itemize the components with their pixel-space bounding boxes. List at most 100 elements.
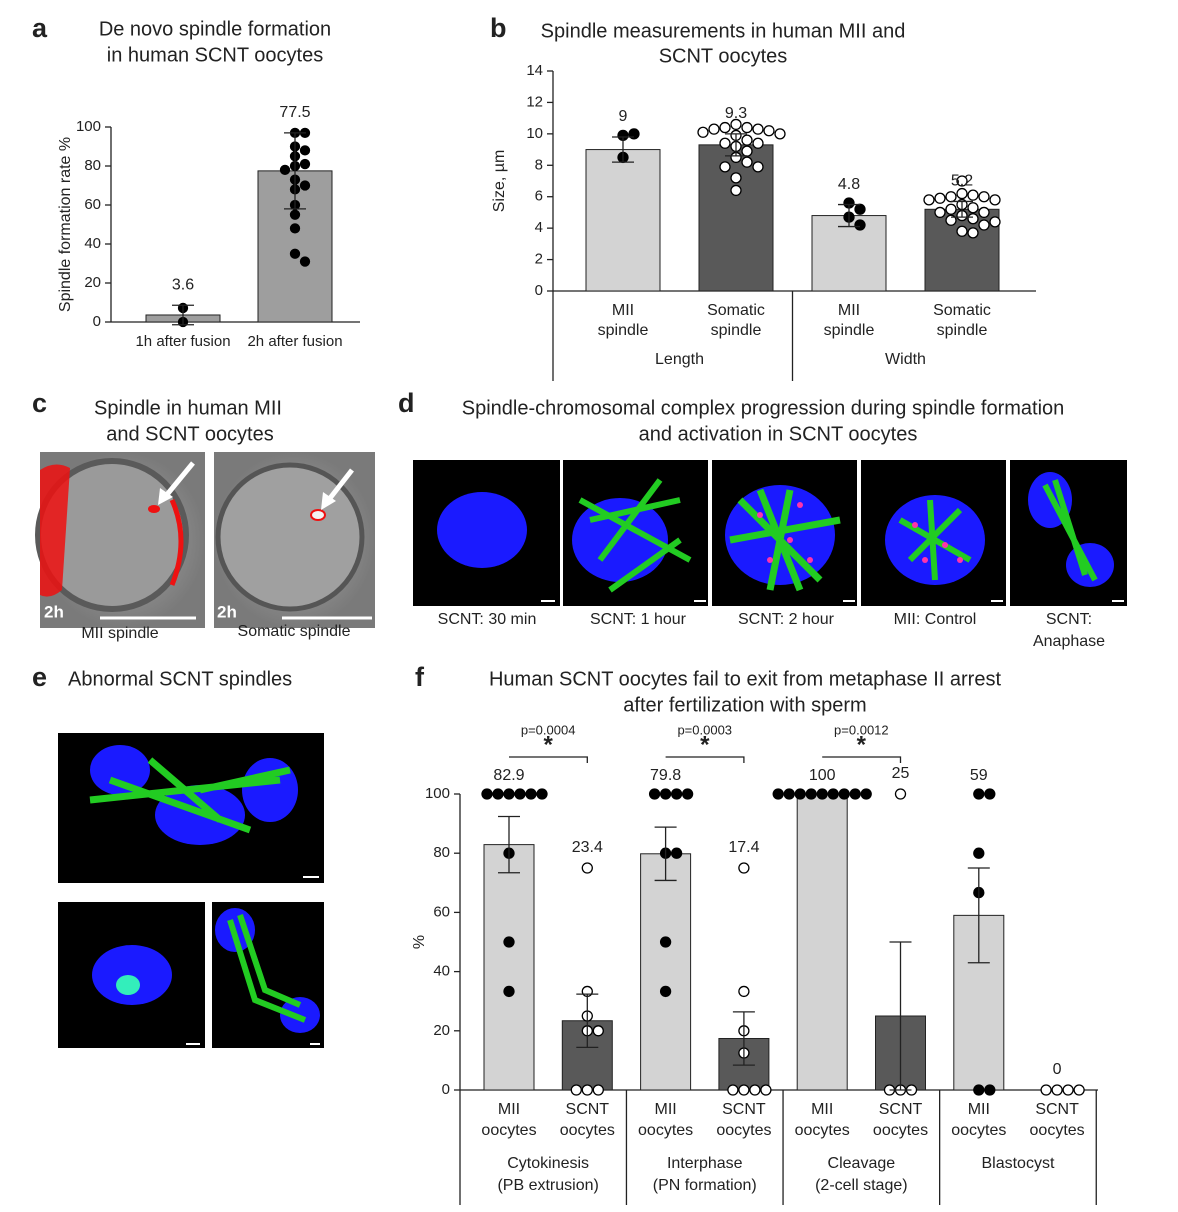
significance-star: * <box>857 731 867 758</box>
panel-title: and SCNT oocytes <box>106 423 274 445</box>
y-tick-label: 80 <box>84 157 101 174</box>
data-point <box>1051 1084 1063 1096</box>
x-tick-label: oocytes <box>873 1122 928 1139</box>
data-point <box>525 788 537 800</box>
data-point <box>956 225 968 237</box>
data-point <box>827 788 839 800</box>
data-point <box>860 788 872 800</box>
x-tick-label: MII <box>968 1101 990 1118</box>
y-tick-label: 4 <box>535 219 543 236</box>
group-label: Width <box>885 351 926 368</box>
data-point <box>978 191 990 203</box>
data-point <box>581 862 593 874</box>
data-point <box>719 137 731 149</box>
data-point <box>772 788 784 800</box>
significance-star: * <box>700 731 710 758</box>
y-tick-label: 80 <box>433 844 450 861</box>
image-caption: SCNT: 1 hour <box>590 611 687 628</box>
bar <box>640 853 692 1091</box>
group-label: Cleavage <box>828 1155 896 1172</box>
significance-bracket <box>822 756 902 763</box>
x-tick-label: MII <box>612 302 634 319</box>
y-tick-label: 14 <box>526 62 543 79</box>
data-point <box>805 788 817 800</box>
data-point <box>581 1084 593 1096</box>
group-label: Interphase <box>667 1155 743 1172</box>
value-label: 79.8 <box>650 767 681 784</box>
data-point <box>299 145 311 156</box>
x-tick-label: oocytes <box>795 1122 850 1139</box>
value-label: 25 <box>892 765 910 782</box>
data-point <box>984 1084 996 1096</box>
y-tick-label: 8 <box>535 156 543 173</box>
panel-label: d <box>398 388 415 418</box>
value-label: 23.4 <box>572 839 603 856</box>
data-point <box>989 194 1001 206</box>
significance-star: * <box>543 731 553 758</box>
data-point <box>741 156 753 168</box>
x-tick-label: SCNT <box>1035 1101 1079 1118</box>
panel-label: e <box>32 662 47 692</box>
value-label: 9.3 <box>725 105 747 122</box>
chart-title: after fertilization with sperm <box>623 694 866 716</box>
y-tick-label: 6 <box>535 188 543 205</box>
value-label: 0 <box>1053 1061 1062 1078</box>
x-tick-label: oocytes <box>951 1122 1006 1139</box>
data-point <box>894 788 907 800</box>
bar <box>796 793 848 1091</box>
y-axis-label: % <box>411 935 428 949</box>
panel-title: Spindle-chromosomal complex progression … <box>462 397 1065 419</box>
y-tick-label: 10 <box>526 125 543 142</box>
data-point <box>1040 1084 1052 1096</box>
group-label: Blastocyst <box>981 1155 1054 1172</box>
data-point <box>760 1084 772 1096</box>
data-point <box>536 788 548 800</box>
data-point <box>973 788 985 800</box>
y-tick-label: 60 <box>433 903 450 920</box>
y-tick-label: 100 <box>76 118 101 135</box>
data-point <box>1073 1084 1085 1096</box>
data-point <box>503 985 515 998</box>
x-tick-label: SCNT <box>879 1101 923 1118</box>
data-point <box>945 203 957 215</box>
data-point <box>289 209 301 220</box>
data-point <box>719 161 731 173</box>
data-point <box>708 123 720 135</box>
data-point <box>648 788 661 800</box>
y-tick-label: 12 <box>526 93 543 110</box>
data-point <box>738 862 750 874</box>
data-point <box>978 206 990 219</box>
chart-title: SCNT oocytes <box>659 45 788 67</box>
p-value: p=0.0004 <box>521 722 576 737</box>
chart-title: Human SCNT oocytes fail to exit from met… <box>489 668 1001 690</box>
panel-label: f <box>415 662 425 692</box>
group-label: (PN formation) <box>653 1177 757 1194</box>
data-point <box>783 788 795 800</box>
data-point <box>299 256 311 267</box>
x-tick-label: 2h after fusion <box>247 333 342 350</box>
data-point <box>503 936 515 948</box>
panel-label: a <box>32 13 48 43</box>
x-tick-label: oocytes <box>1030 1122 1085 1139</box>
data-point <box>659 936 672 948</box>
data-point <box>956 175 968 187</box>
micrograph <box>58 733 324 1048</box>
data-point <box>794 788 806 800</box>
p-value: p=0.0003 <box>677 722 732 737</box>
y-tick-label: 2 <box>535 251 543 268</box>
significance-bracket <box>509 756 588 763</box>
group-label: (2-cell stage) <box>815 1177 907 1194</box>
data-point <box>681 788 694 800</box>
value-label: 17.4 <box>728 839 759 856</box>
data-point <box>299 158 311 170</box>
data-point <box>752 137 764 149</box>
y-tick-label: 40 <box>433 963 450 980</box>
data-point <box>967 189 979 201</box>
data-point <box>934 192 946 204</box>
value-label: 82.9 <box>493 767 524 784</box>
data-point <box>503 788 515 800</box>
data-point <box>984 788 996 800</box>
data-point <box>989 216 1001 228</box>
x-tick-label: Somatic <box>707 302 765 319</box>
